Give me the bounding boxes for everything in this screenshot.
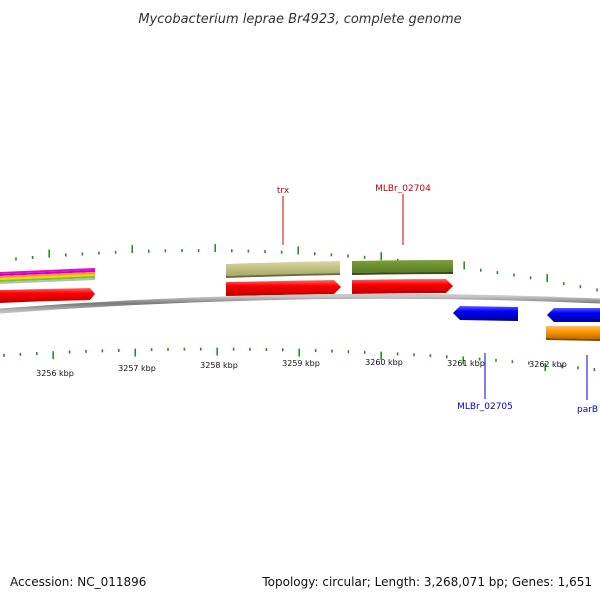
ruler-labels: 3256 kbp 3257 kbp 3258 kbp 3259 kbp 3260 kbp… [36,358,567,378]
feature-block-olive [352,260,453,273]
gene-label-parb[interactable]: parB [577,405,598,415]
ruler-label: 3260 kbp [365,358,403,367]
gene-label-trx[interactable]: trx [277,186,290,196]
gene-label-mlbr02705[interactable]: MLBr_02705 [457,402,513,412]
ruler-label: 3258 kbp [200,361,238,370]
accession-text: Accession: NC_011896 [10,575,146,589]
gene-label-mlbr02704[interactable]: MLBr_02704 [375,184,431,194]
genome-summary-text: Topology: circular; Length: 3,268,071 bp… [261,575,592,589]
feature-block-orange [546,326,600,339]
ruler-label: 3259 kbp [282,359,320,368]
forward-cds-trx-arrow [226,280,341,296]
feature-block-khaki [226,261,340,276]
feature-band-stack [0,268,95,284]
genome-backbone [0,293,600,314]
ruler-label: 3261 kbp [447,359,485,368]
ruler-label: 3262 kbp [529,360,567,369]
ruler-label: 3256 kbp [36,369,74,378]
ruler-label: 3257 kbp [118,364,156,373]
reverse-cds-mlbr02705-arrow [453,306,518,321]
forward-cds-arrow [0,288,95,303]
map-title: Mycobacterium leprae Br4923, complete ge… [138,12,461,27]
forward-cds-mlbr02704-arrow [352,279,453,294]
inner-tick-row [3,347,596,372]
reverse-cds-parb-arrow [547,308,600,322]
